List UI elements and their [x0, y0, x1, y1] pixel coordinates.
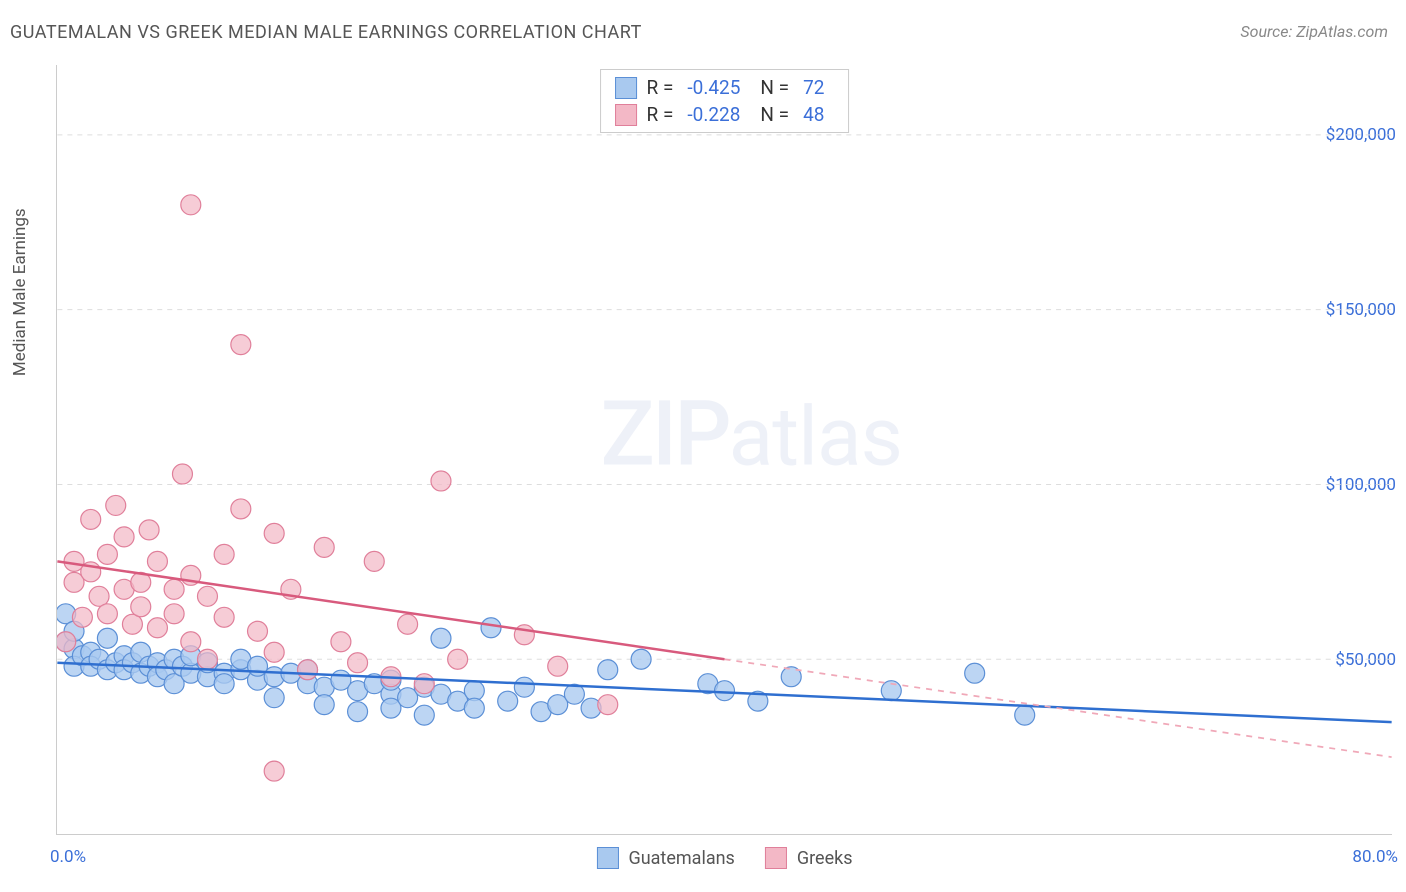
legend-row-guatemalans: R = -0.425 N = 72: [615, 74, 835, 101]
legend-r-value-greeks: -0.228: [687, 103, 740, 126]
legend-r-label: R =: [647, 103, 674, 126]
legend-r-label: R =: [647, 76, 674, 99]
legend-n-value-guatemalans: 72: [803, 76, 824, 99]
legend-n-label: N =: [760, 76, 789, 99]
legend-item-guatemalans: Guatemalans: [596, 847, 734, 869]
legend-correlation: R = -0.425 N = 72 R = -0.228 N = 48: [600, 69, 850, 133]
legend-row-greeks: R = -0.228 N = 48: [615, 101, 835, 128]
legend-series: Guatemalans Greeks: [596, 847, 852, 869]
swatch-guatemalans: [615, 77, 637, 99]
legend-label-guatemalans: Guatemalans: [628, 848, 734, 869]
chart-container: GUATEMALAN VS GREEK MEDIAN MALE EARNINGS…: [0, 0, 1406, 892]
swatch-greeks: [615, 104, 637, 126]
legend-n-label: N =: [760, 103, 789, 126]
legend-n-value-greeks: 48: [803, 103, 824, 126]
plot-area: ZIPatlas R = -0.425 N = 72 R = -0.228 N …: [56, 65, 1392, 835]
legend-label-greeks: Greeks: [797, 848, 853, 869]
y-axis-title: Median Male Earnings: [10, 208, 30, 376]
x-tick-min: 0.0%: [50, 847, 86, 867]
swatch-guatemalans-bottom: [596, 847, 618, 869]
source-attribution: Source: ZipAtlas.com: [1240, 22, 1388, 41]
legend-item-greeks: Greeks: [765, 847, 853, 869]
legend-r-value-guatemalans: -0.425: [687, 76, 740, 99]
x-tick-max: 80.0%: [1352, 847, 1398, 867]
plot-svg: [57, 65, 1392, 834]
chart-title: GUATEMALAN VS GREEK MEDIAN MALE EARNINGS…: [10, 22, 642, 43]
swatch-greeks-bottom: [765, 847, 787, 869]
